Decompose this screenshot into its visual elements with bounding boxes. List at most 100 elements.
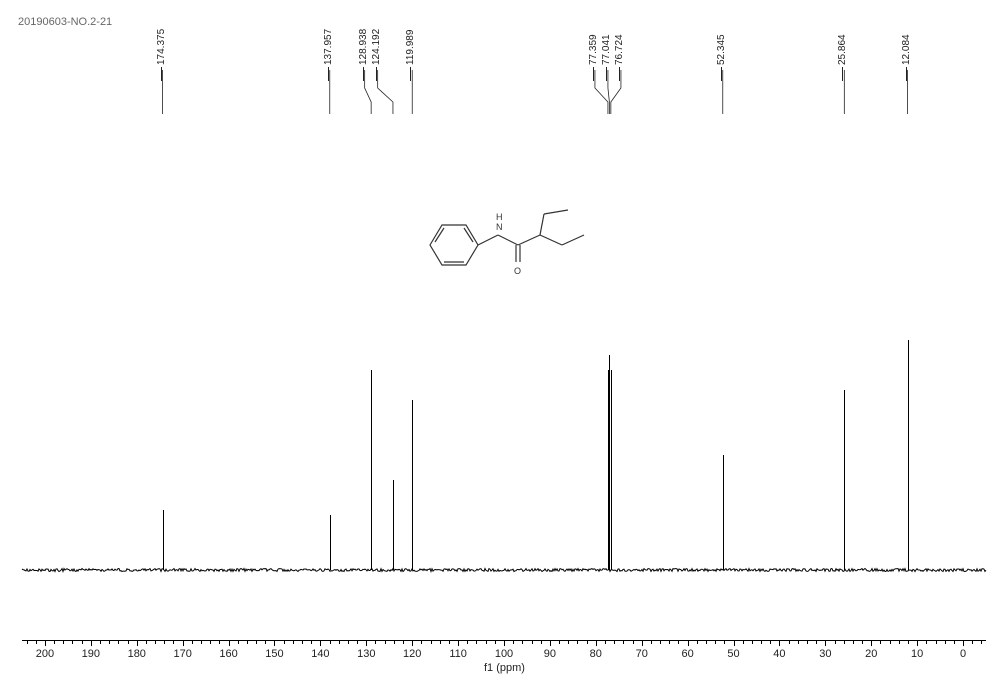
axis-tick-minor bbox=[265, 640, 266, 644]
axis-tick bbox=[183, 640, 184, 646]
axis-tick-minor bbox=[118, 640, 119, 644]
axis-tick-minor bbox=[256, 640, 257, 644]
axis-tick-minor bbox=[27, 640, 28, 644]
axis-tick-minor bbox=[835, 640, 836, 644]
axis-tick bbox=[229, 640, 230, 646]
axis-tick-minor bbox=[146, 640, 147, 644]
axis-tick-minor bbox=[36, 640, 37, 644]
axis-tick-label: 110 bbox=[449, 648, 467, 660]
axis-tick-minor bbox=[63, 640, 64, 644]
axis-tick-minor bbox=[532, 640, 533, 644]
axis-tick-label: 60 bbox=[681, 648, 693, 660]
axis-tick-minor bbox=[522, 640, 523, 644]
axis-tick-minor bbox=[109, 640, 110, 644]
axis-tick-minor bbox=[660, 640, 661, 644]
axis-tick-minor bbox=[743, 640, 744, 644]
axis-tick-label: 120 bbox=[403, 648, 421, 660]
axis-tick bbox=[550, 640, 551, 646]
axis-tick-label: 80 bbox=[590, 648, 602, 660]
axis-tick bbox=[274, 640, 275, 646]
axis-tick-minor bbox=[495, 640, 496, 644]
axis-tick-minor bbox=[715, 640, 716, 644]
axis-label: f1 (ppm) bbox=[484, 662, 525, 674]
axis-tick-minor bbox=[761, 640, 762, 644]
axis-tick-label: 190 bbox=[82, 648, 100, 660]
axis-tick bbox=[734, 640, 735, 646]
axis-tick-minor bbox=[908, 640, 909, 644]
axis-tick-minor bbox=[853, 640, 854, 644]
axis-tick-label: 130 bbox=[357, 648, 375, 660]
axis-tick-minor bbox=[899, 640, 900, 644]
axis-tick-minor bbox=[844, 640, 845, 644]
axis-tick-minor bbox=[375, 640, 376, 644]
axis-tick bbox=[917, 640, 918, 646]
axis-tick bbox=[412, 640, 413, 646]
axis-tick bbox=[458, 640, 459, 646]
axis-tick bbox=[963, 640, 964, 646]
axis-tick bbox=[596, 640, 597, 646]
peak bbox=[412, 400, 413, 570]
axis-tick-minor bbox=[936, 640, 937, 644]
peak bbox=[163, 510, 164, 570]
axis-tick-minor bbox=[789, 640, 790, 644]
axis-tick-minor bbox=[697, 640, 698, 644]
peak bbox=[330, 515, 331, 570]
axis-tick-minor bbox=[164, 640, 165, 644]
axis-tick-minor bbox=[954, 640, 955, 644]
axis-tick-minor bbox=[945, 640, 946, 644]
peak bbox=[393, 480, 394, 570]
axis-tick-minor bbox=[880, 640, 881, 644]
axis-tick-minor bbox=[981, 640, 982, 644]
peak bbox=[908, 340, 909, 570]
axis-tick-minor bbox=[651, 640, 652, 644]
axis-tick-minor bbox=[486, 640, 487, 644]
axis-tick bbox=[91, 640, 92, 646]
axis-tick-minor bbox=[770, 640, 771, 644]
axis-tick-minor bbox=[559, 640, 560, 644]
axis-tick-minor bbox=[623, 640, 624, 644]
axis-tick-minor bbox=[577, 640, 578, 644]
axis-tick-minor bbox=[678, 640, 679, 644]
axis-tick-label: 170 bbox=[173, 648, 191, 660]
axis-tick-minor bbox=[890, 640, 891, 644]
axis-tick-minor bbox=[128, 640, 129, 644]
axis-tick-minor bbox=[798, 640, 799, 644]
axis-tick-label: 160 bbox=[219, 648, 237, 660]
axis-tick-minor bbox=[862, 640, 863, 644]
axis-tick-label: 150 bbox=[265, 648, 283, 660]
axis-tick-label: 10 bbox=[911, 648, 923, 660]
axis-tick-minor bbox=[100, 640, 101, 644]
axis-tick-label: 140 bbox=[311, 648, 329, 660]
axis-tick-minor bbox=[201, 640, 202, 644]
axis-tick-label: 180 bbox=[128, 648, 146, 660]
axis-tick bbox=[688, 640, 689, 646]
axis-tick-minor bbox=[155, 640, 156, 644]
axis-tick-minor bbox=[724, 640, 725, 644]
axis-tick-minor bbox=[669, 640, 670, 644]
axis-tick-minor bbox=[385, 640, 386, 644]
peak bbox=[723, 455, 724, 570]
axis-tick-minor bbox=[72, 640, 73, 644]
axis-tick bbox=[320, 640, 321, 646]
axis-tick-minor bbox=[219, 640, 220, 644]
axis-tick bbox=[825, 640, 826, 646]
axis-tick bbox=[504, 640, 505, 646]
axis-tick-minor bbox=[467, 640, 468, 644]
axis-tick-label: 90 bbox=[544, 648, 556, 660]
axis-tick-minor bbox=[330, 640, 331, 644]
axis-tick-minor bbox=[339, 640, 340, 644]
axis-tick-minor bbox=[403, 640, 404, 644]
axis-tick-label: 100 bbox=[495, 648, 513, 660]
axis-tick-label: 200 bbox=[36, 648, 54, 660]
axis-tick-label: 70 bbox=[636, 648, 648, 660]
axis-tick-minor bbox=[311, 640, 312, 644]
axis-tick-minor bbox=[816, 640, 817, 644]
axis-tick-minor bbox=[247, 640, 248, 644]
axis-tick-minor bbox=[449, 640, 450, 644]
axis-tick bbox=[642, 640, 643, 646]
axis-tick-minor bbox=[431, 640, 432, 644]
axis-tick-minor bbox=[421, 640, 422, 644]
axis-tick-minor bbox=[605, 640, 606, 644]
axis-tick bbox=[871, 640, 872, 646]
axis-tick-minor bbox=[54, 640, 55, 644]
